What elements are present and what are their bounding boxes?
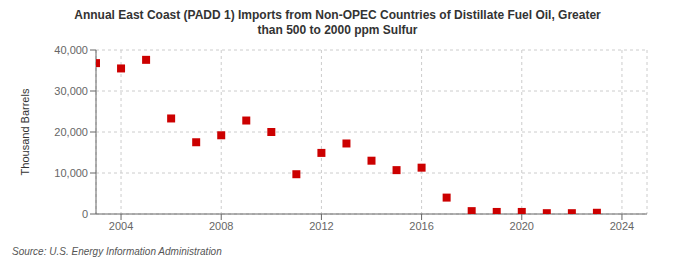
html-text:Source: U.S. Energy Informatio: Source: U.S. Energy Information Administ… <box>12 246 222 257</box>
svg-text:2024: 2024 <box>610 220 634 232</box>
svg-text:2012: 2012 <box>309 220 333 232</box>
svg-text:30,000: 30,000 <box>54 85 88 97</box>
svg-text:2020: 2020 <box>510 220 534 232</box>
html-text:than 500 to 2000 ppm Sulfur: than 500 to 2000 ppm Sulfur <box>257 23 418 37</box>
svg-text:0: 0 <box>82 208 88 220</box>
svg-text:20,000: 20,000 <box>54 126 88 138</box>
svg-text:Thousand Barrels: Thousand Barrels <box>19 88 31 175</box>
svg-text:2008: 2008 <box>209 220 233 232</box>
html-text:Annual East Coast (PADD 1) Imp: Annual East Coast (PADD 1) Imports from … <box>74 8 601 22</box>
svg-text:40,000: 40,000 <box>54 44 88 56</box>
svg-text:2004: 2004 <box>109 220 133 232</box>
svg-text:10,000: 10,000 <box>54 167 88 179</box>
svg-text:2016: 2016 <box>409 220 433 232</box>
